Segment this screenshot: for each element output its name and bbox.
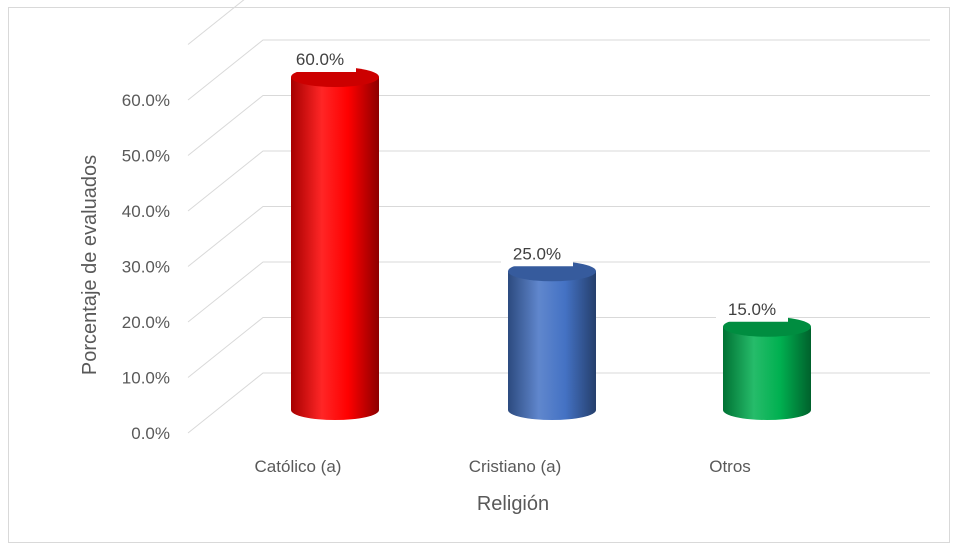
data-labels: 60.0% 25.0% 15.0% — [284, 46, 788, 322]
y-tick-label: 10.0% — [122, 369, 170, 388]
chart-frame — [8, 7, 950, 543]
data-label-bg — [284, 46, 356, 72]
gridline — [187, 0, 245, 45]
y-axis-title: Porcentaje de evaluados — [79, 155, 101, 375]
gridlines — [187, 0, 930, 434]
gridline — [187, 317, 930, 378]
y-tick-label: 50.0% — [122, 147, 170, 166]
bar — [291, 67, 379, 420]
gridline — [187, 261, 930, 323]
bar — [508, 261, 596, 420]
data-label-bg — [716, 295, 788, 322]
gridline — [187, 150, 930, 212]
x-tick-label: Cristiano (a) — [469, 457, 562, 476]
gridline — [187, 95, 930, 156]
x-tick-label: Católico (a) — [255, 457, 342, 476]
y-tick-label: 40.0% — [122, 202, 170, 221]
gridline — [187, 206, 930, 267]
bar-body — [508, 271, 596, 420]
x-axis-ticks: Católico (a) Cristiano (a) Otros — [255, 457, 751, 476]
x-tick-label: Otros — [709, 457, 751, 476]
y-tick-label: 30.0% — [122, 258, 170, 277]
bar-body — [291, 77, 379, 420]
bar-body — [723, 326, 811, 420]
data-label: 25.0% — [513, 244, 561, 263]
y-tick-label: 0.0% — [131, 424, 170, 443]
data-label-bg — [501, 240, 573, 267]
y-tick-label: 20.0% — [122, 313, 170, 332]
x-axis-title: Religión — [477, 493, 549, 515]
data-label: 15.0% — [728, 300, 776, 319]
gridline — [187, 372, 930, 434]
gridline — [187, 39, 930, 101]
bar — [723, 316, 811, 420]
y-axis-ticks: 0.0% 10.0% 20.0% 30.0% 40.0% 50.0% 60.0% — [122, 91, 170, 443]
data-label: 60.0% — [296, 50, 344, 69]
y-tick-label: 60.0% — [122, 91, 170, 110]
